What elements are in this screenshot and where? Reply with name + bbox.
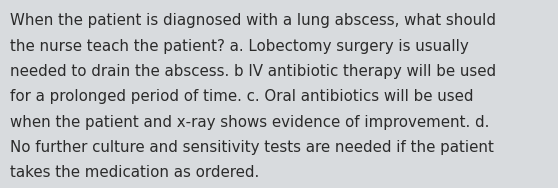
Text: takes the medication as ordered.: takes the medication as ordered. [10,165,259,180]
Text: No further culture and sensitivity tests are needed if the patient: No further culture and sensitivity tests… [10,140,494,155]
Text: the nurse teach the patient? a. Lobectomy surgery is usually: the nurse teach the patient? a. Lobectom… [10,39,469,54]
Text: for a prolonged period of time. c. Oral antibiotics will be used: for a prolonged period of time. c. Oral … [10,89,474,104]
Text: when the patient and x-ray shows evidence of improvement. d.: when the patient and x-ray shows evidenc… [10,115,489,130]
Text: needed to drain the abscess. b IV antibiotic therapy will be used: needed to drain the abscess. b IV antibi… [10,64,496,79]
Text: When the patient is diagnosed with a lung abscess, what should: When the patient is diagnosed with a lun… [10,13,496,28]
